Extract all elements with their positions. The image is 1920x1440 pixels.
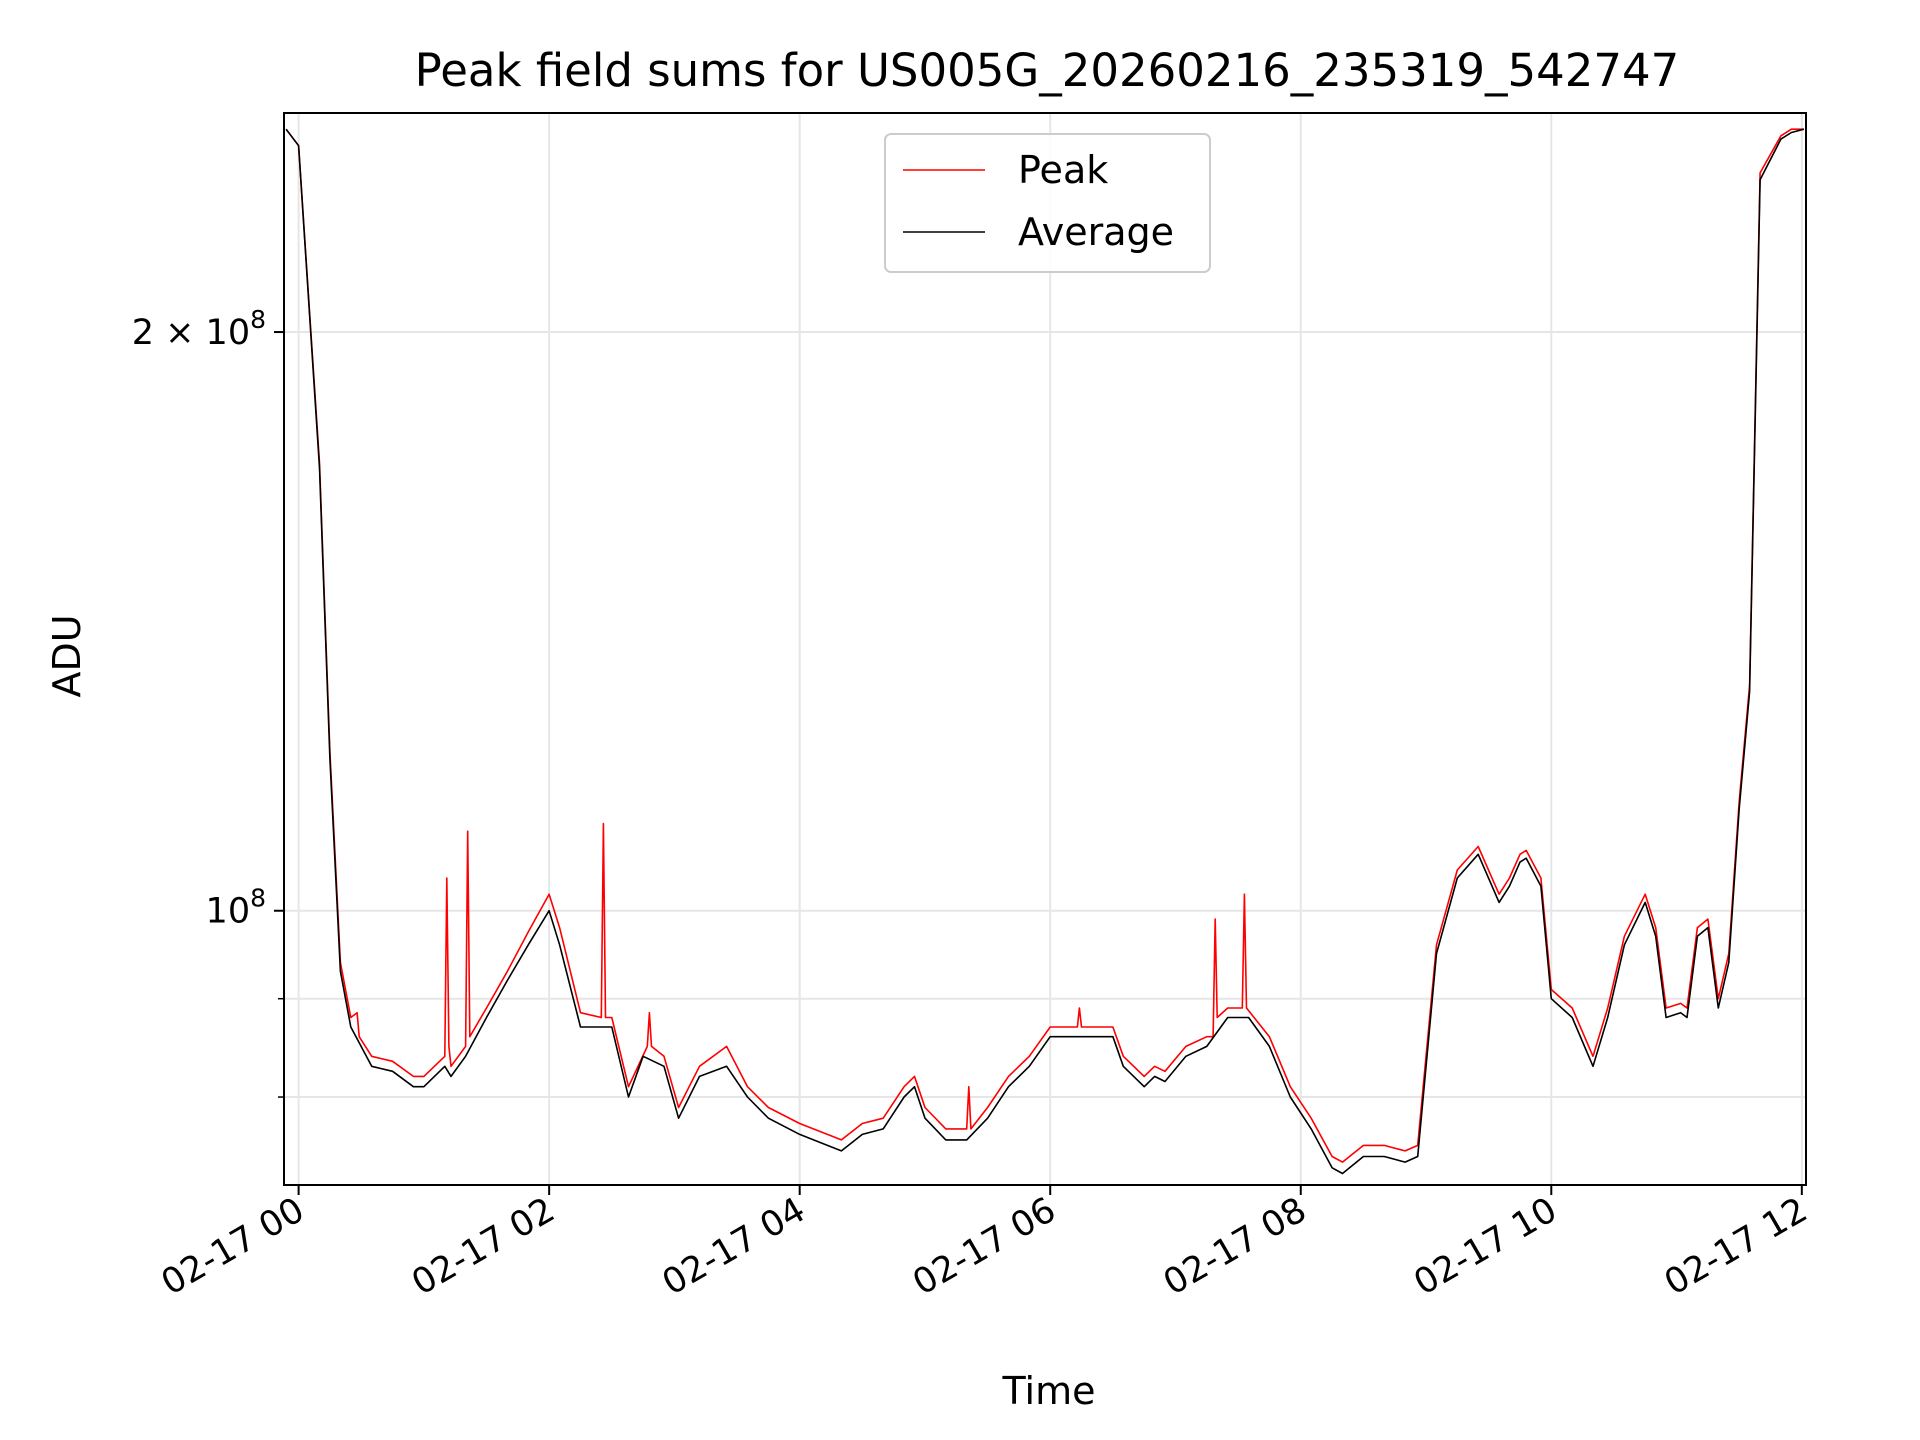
series-line-average xyxy=(285,128,1805,1175)
plot-frame xyxy=(283,112,1807,1186)
x-axis-label: Time xyxy=(1002,1369,1096,1413)
legend-label-average: Average xyxy=(1018,210,1174,254)
series-layer xyxy=(285,128,1805,1175)
legend-label-peak: Peak xyxy=(1018,148,1108,192)
chart-title: Peak field sums for US005G_20260216_2353… xyxy=(415,44,1680,97)
series-line-peak xyxy=(285,128,1804,1163)
y-axis: 108 2 × 108 xyxy=(132,305,284,1098)
y-tick-label: 2 × 108 xyxy=(132,305,266,353)
y-tick-label: 108 xyxy=(206,884,266,932)
y-axis-label: ADU xyxy=(45,614,89,697)
legend: Peak Average xyxy=(884,133,1211,273)
legend-box xyxy=(884,133,1211,273)
